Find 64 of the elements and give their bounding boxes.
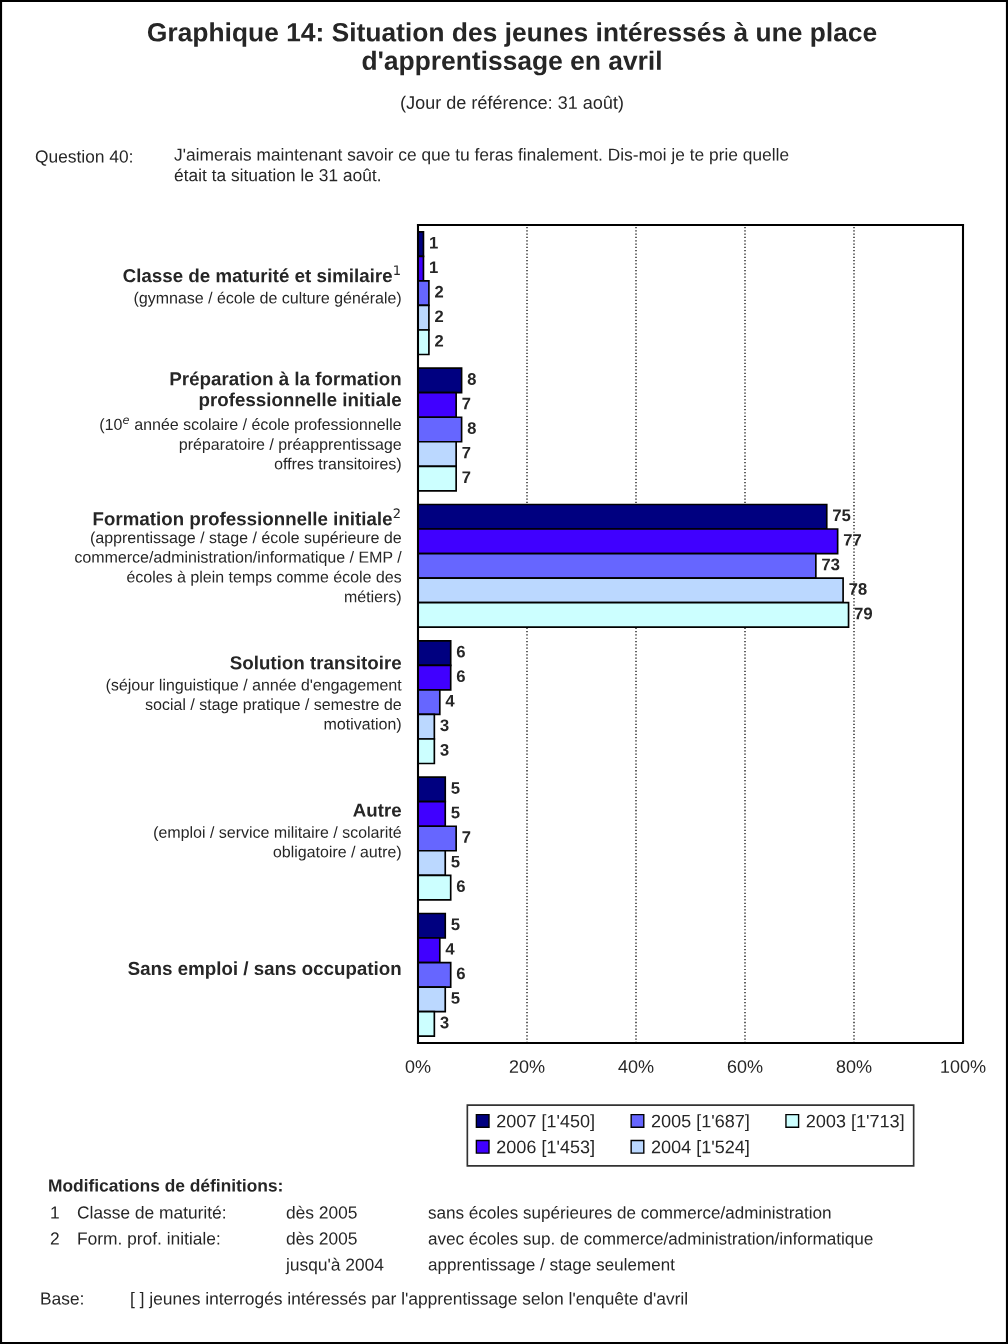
chart-title: Graphique 14: Situation des jeunes intéressés à une place d'apprentissage en avril bbox=[147, 22, 877, 76]
text: [ ] jeunes interrogés intéressés par l'apprentissage selon l'enquête d'avril bbox=[131, 1291, 687, 1309]
data-label: 7 bbox=[462, 831, 471, 843]
y-tick-label: Formation professionnelle initiale$^{2}$ (apprentissage / stage / école supérieure de commerce/administration/informatique / EMP / écoles à plein temps comme école des métiers) bbox=[75, 508, 402, 606]
text: 1 bbox=[51, 1206, 59, 1219]
data-label: 2 bbox=[435, 285, 444, 298]
legend-label: 2003 [1'713] bbox=[806, 1114, 904, 1132]
text: apprentissage / stage seulement bbox=[428, 1258, 675, 1274]
data-label: 2 bbox=[435, 334, 444, 347]
data-label: 2 bbox=[435, 310, 444, 323]
data-label: 5 bbox=[451, 992, 460, 1004]
data-label: 79 bbox=[854, 607, 873, 620]
text: Base: bbox=[41, 1292, 83, 1305]
data-label: 4 bbox=[445, 695, 455, 707]
data-label: 5 bbox=[451, 782, 460, 794]
data-label: 7 bbox=[462, 471, 471, 483]
text: 1 bbox=[394, 265, 400, 275]
chart-subtitle: (Jour de référence: 31 août) bbox=[401, 95, 623, 113]
data-label: 6 bbox=[456, 967, 465, 980]
x-tick-label: 100% bbox=[941, 1060, 986, 1073]
x-tick-label: 60% bbox=[727, 1060, 763, 1073]
data-label: 5 bbox=[451, 918, 460, 931]
data-label: 75 bbox=[833, 509, 851, 522]
y-tick-label: Sans emploi / sans occupation bbox=[128, 961, 401, 979]
y-tick-label: Autre (emploi / service militaire / scolarité obligatoire / autre) bbox=[154, 803, 402, 861]
legend-label: 2007 [1'450] bbox=[497, 1114, 594, 1132]
text: J'aimerais maintenant savoir ce que tu feras finalement. Dis-moi je te prie quelle était ta situation le 31 août. bbox=[174, 148, 789, 182]
text: jusqu'à 2004 bbox=[285, 1257, 384, 1275]
data-label: 1 bbox=[430, 261, 438, 273]
data-label: 7 bbox=[462, 446, 471, 459]
data-label: 7 bbox=[462, 397, 471, 410]
data-label: 4 bbox=[445, 943, 455, 955]
category-label: Préparation à la formation professionnelle initiale (10$^{e}$ année scolaire / école professionnelle préparatoire / préapprentissage offres transitoires) bbox=[100, 371, 402, 473]
x-tick-label: 20% bbox=[509, 1060, 545, 1073]
legend-label: 2004 [1'524] bbox=[651, 1140, 749, 1157]
text: avec écoles sup. de commerce/administration/informatique bbox=[428, 1231, 873, 1249]
data-label: 78 bbox=[849, 583, 867, 595]
text: Modifications de définitions: bbox=[49, 1178, 282, 1192]
data-label: 3 bbox=[440, 743, 449, 756]
text: dès 2005 bbox=[286, 1205, 357, 1219]
data-label: 8 bbox=[467, 422, 476, 434]
legend-label: 2005 [1'687] bbox=[651, 1114, 749, 1132]
data-label: 6 bbox=[456, 670, 465, 683]
text: dès 2005 bbox=[286, 1231, 357, 1245]
data-label: 1 bbox=[430, 236, 438, 249]
data-label: 8 bbox=[467, 373, 476, 385]
text: Question 40: bbox=[35, 149, 132, 166]
x-tick-label: 80% bbox=[836, 1060, 872, 1073]
text: 2 bbox=[50, 1232, 59, 1245]
data-label: 5 bbox=[451, 855, 460, 868]
y-tick-label: Solution transitoire (séjour linguistique / année d'engagement social / stage pratique / semestre de motivation) bbox=[106, 655, 402, 733]
x-tick-label: 0% bbox=[405, 1060, 431, 1073]
legend-label: 2006 [1'453] bbox=[497, 1140, 594, 1157]
data-label: 5 bbox=[451, 806, 460, 819]
data-label: 6 bbox=[456, 645, 465, 658]
data-label: 73 bbox=[822, 558, 840, 571]
x-tick-label: 40% bbox=[618, 1060, 654, 1073]
data-label: 3 bbox=[440, 1016, 449, 1029]
data-label: 3 bbox=[440, 719, 449, 732]
text: sans écoles supérieures de commerce/administration bbox=[428, 1205, 831, 1223]
text: Form. prof. initiale: bbox=[78, 1231, 220, 1249]
text: Classe de maturité: bbox=[77, 1205, 225, 1219]
data-label: 77 bbox=[843, 534, 862, 546]
data-label: 6 bbox=[456, 880, 465, 893]
